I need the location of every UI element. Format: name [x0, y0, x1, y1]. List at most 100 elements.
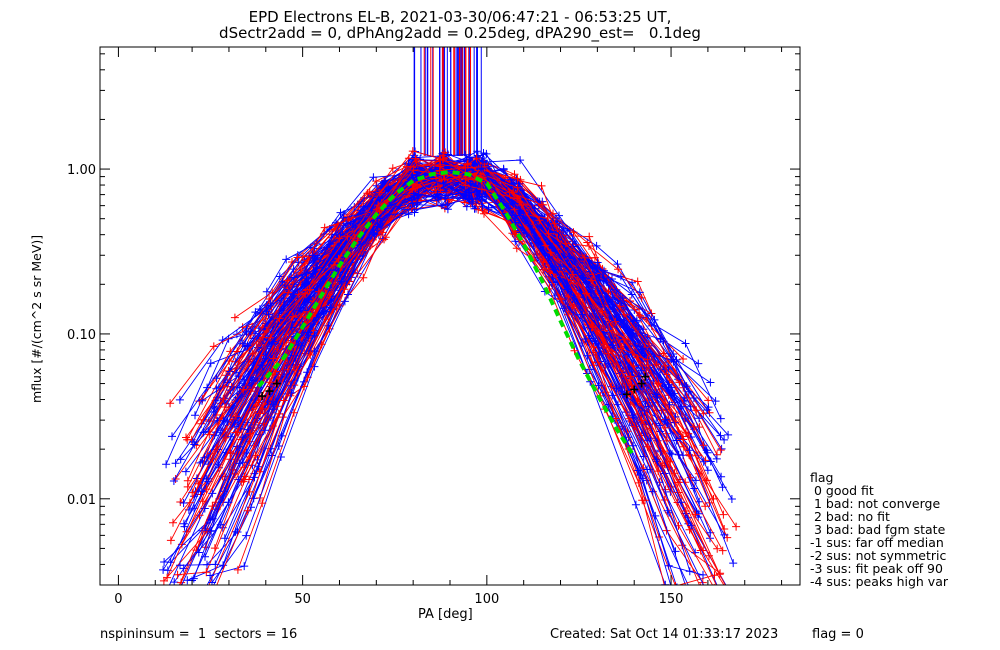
data-point	[689, 394, 698, 402]
data-point	[472, 154, 481, 163]
data-point	[330, 261, 339, 269]
data-point	[578, 273, 587, 282]
data-point	[256, 409, 265, 418]
data-point	[409, 189, 418, 198]
data-point	[627, 381, 636, 390]
data-point	[620, 335, 629, 344]
fit-point	[637, 379, 646, 388]
footer-flag: flag = 0	[812, 627, 864, 642]
data-point	[565, 252, 573, 261]
fit-point	[641, 372, 650, 381]
data-point	[681, 507, 690, 515]
data-point	[594, 381, 603, 390]
data-point	[210, 404, 219, 412]
data-point	[220, 534, 229, 543]
data-point	[718, 589, 726, 597]
plot-area	[159, 47, 741, 610]
data-point	[692, 476, 700, 485]
data-point	[651, 511, 660, 520]
data-point	[232, 412, 240, 421]
data-point	[702, 446, 711, 455]
data-point	[474, 205, 483, 214]
legend-title: flag	[810, 470, 834, 485]
data-point	[561, 239, 570, 248]
flux-curve	[186, 154, 648, 532]
flux-curve	[225, 164, 704, 446]
data-point	[608, 295, 617, 304]
data-point	[679, 435, 688, 444]
data-point	[652, 360, 661, 369]
data-point	[190, 504, 199, 513]
data-point	[517, 206, 526, 215]
data-point	[208, 502, 217, 511]
data-point	[611, 414, 620, 423]
data-point	[359, 273, 368, 282]
data-point	[677, 402, 686, 411]
flux-curve	[216, 184, 643, 389]
data-point	[209, 342, 218, 351]
data-point	[652, 390, 661, 399]
data-point	[356, 206, 365, 215]
data-point	[219, 395, 228, 403]
data-point	[242, 328, 251, 337]
data-point	[443, 200, 452, 208]
data-point	[695, 414, 704, 423]
data-point	[666, 457, 675, 466]
data-point	[719, 510, 728, 519]
data-point	[472, 187, 481, 196]
data-point	[283, 276, 292, 285]
data-point	[556, 262, 565, 271]
legend-entry: 3 bad: bad fgm state	[810, 522, 946, 537]
data-point	[239, 385, 248, 394]
data-point	[479, 149, 488, 157]
data-point	[294, 290, 303, 299]
data-point	[336, 208, 345, 217]
data-point	[650, 315, 659, 324]
data-point	[477, 164, 486, 173]
data-point	[231, 470, 239, 478]
y-tick-label: 0.01	[67, 493, 96, 508]
fit-point	[630, 385, 639, 394]
data-point	[251, 308, 260, 317]
data-point	[681, 339, 690, 348]
data-point	[235, 459, 244, 468]
data-point	[637, 293, 646, 302]
data-point	[235, 442, 244, 451]
flux-curve	[216, 169, 646, 585]
data-point	[335, 234, 344, 243]
data-point	[233, 565, 242, 574]
data-point	[208, 489, 217, 498]
data-point	[727, 495, 736, 503]
data-point	[612, 384, 621, 393]
data-point	[313, 284, 322, 293]
flux-curve	[185, 160, 661, 438]
data-point	[685, 525, 694, 534]
data-point	[254, 462, 263, 471]
data-point	[705, 602, 713, 610]
data-point	[608, 391, 617, 400]
data-point	[413, 181, 421, 189]
data-point	[682, 382, 691, 391]
data-point	[717, 590, 725, 598]
data-point	[162, 589, 170, 597]
data-point	[673, 478, 682, 487]
legend-entry: -2 sus: not symmetric	[810, 548, 947, 563]
data-point	[245, 475, 253, 484]
data-point	[278, 277, 287, 286]
data-point	[380, 178, 389, 187]
data-point	[374, 201, 383, 210]
data-point	[373, 222, 382, 231]
flux-curve	[179, 160, 686, 585]
data-point	[716, 588, 724, 596]
data-point	[343, 232, 352, 241]
data-point	[224, 498, 233, 507]
flux-curve	[191, 150, 648, 493]
data-point	[652, 455, 661, 464]
fit-point	[272, 379, 281, 388]
data-point	[404, 210, 413, 219]
flux-curve	[166, 174, 671, 578]
data-point	[159, 576, 168, 585]
data-point	[205, 590, 213, 598]
footer-created-timestamp: Created: Sat Oct 14 01:33:17 2023	[550, 627, 779, 642]
data-point	[628, 411, 637, 420]
